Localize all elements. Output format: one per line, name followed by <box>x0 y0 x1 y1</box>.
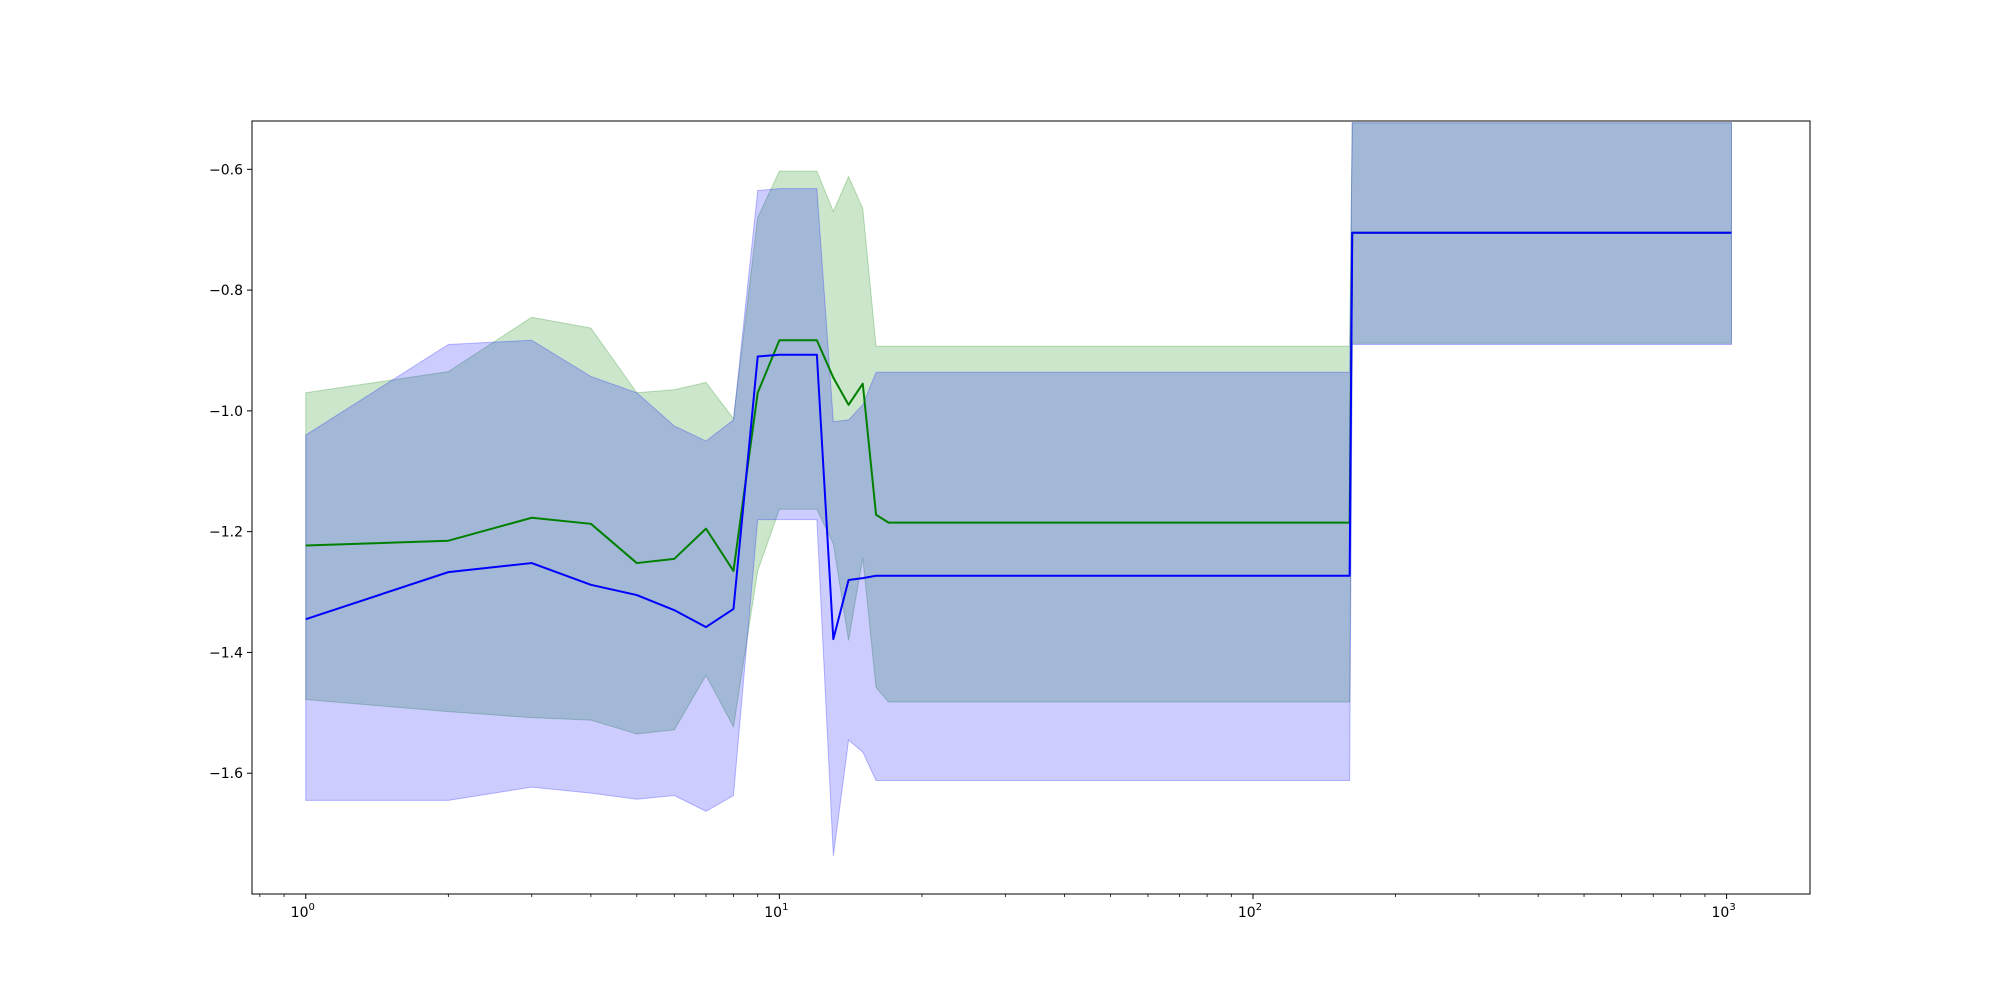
series-line-1 <box>305 231 1732 572</box>
confidence-band-1 <box>305 122 1732 735</box>
y-tick-label: −0.8 <box>209 283 243 299</box>
x-tick-base: 10 <box>764 905 782 921</box>
x-tick-label: 101 <box>764 902 788 921</box>
plot-area <box>305 122 1732 857</box>
series-group <box>305 122 1732 857</box>
x-tick-label: 100 <box>291 902 315 921</box>
x-tick-exponent: 1 <box>782 902 788 913</box>
y-tick-label: −1.4 <box>209 645 243 661</box>
axes-frame <box>251 120 1811 895</box>
x-tick-label: 103 <box>1711 902 1735 921</box>
series-line-2 <box>305 231 1732 641</box>
y-tick-label: −1.0 <box>209 404 243 420</box>
x-tick-base: 10 <box>291 905 309 921</box>
confidence-band-2 <box>305 122 1732 857</box>
x-tick-exponent: 0 <box>308 902 314 913</box>
x-tick-base: 10 <box>1711 905 1729 921</box>
x-tick-exponent: 3 <box>1729 902 1735 913</box>
x-tick-label: 102 <box>1238 902 1262 921</box>
x-tick-base: 10 <box>1238 905 1256 921</box>
y-tick-label: −1.2 <box>209 525 243 541</box>
y-tick-label: −0.6 <box>209 162 243 178</box>
x-tick-exponent: 2 <box>1256 902 1262 913</box>
y-tick-label: −1.6 <box>209 766 243 782</box>
